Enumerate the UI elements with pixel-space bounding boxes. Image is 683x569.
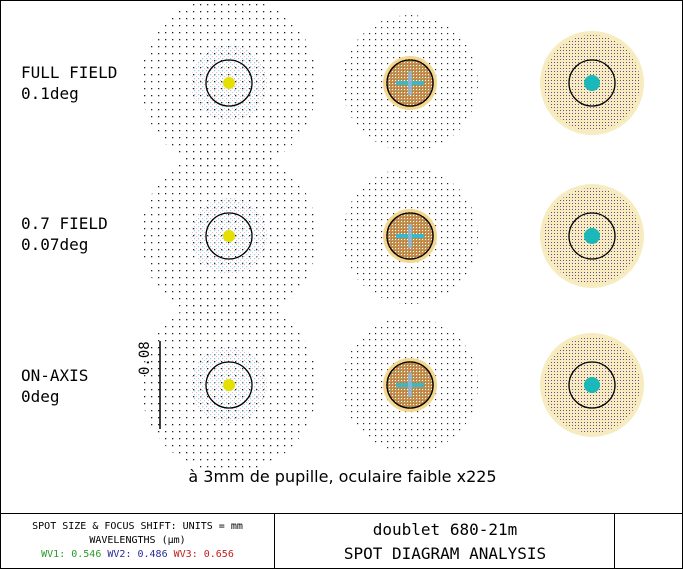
spot-core [584, 377, 600, 393]
spot-core [408, 373, 412, 397]
scale-bar-label: 0.08 [137, 341, 153, 375]
wavelength-list: WV1: 0.546 WV2: 0.486 WV3: 0.656 [1, 548, 274, 562]
field-name: FULL FIELD [21, 63, 118, 82]
spot-core [408, 71, 412, 95]
caption: à 3mm de pupille, oculaire faible x225 [188, 467, 497, 486]
airy-disk-circle [568, 212, 616, 260]
wavelength-1: WV1: 0.546 [41, 549, 102, 560]
field-angle: 0.07deg [21, 235, 89, 254]
design-title: doublet 680-21m [372, 520, 518, 539]
analysis-title: SPOT DIAGRAM ANALYSIS [343, 544, 547, 563]
field-label-on-axis: ON-AXIS 0deg [21, 365, 88, 407]
field-angle: 0deg [21, 387, 60, 406]
spot-diagram-plot [141, 1, 644, 473]
wavelength-3: WV3: 0.656 [173, 549, 234, 560]
footer-panel: SPOT SIZE & FOCUS SHIFT: UNITS = mm WAVE… [1, 513, 682, 568]
field-name: ON-AXIS [21, 366, 89, 385]
airy-disk-circle [386, 59, 434, 107]
field-label-07: 0.7 FIELD 0.07deg [21, 213, 108, 255]
wavelength-2: WV2: 0.486 [107, 549, 168, 560]
units-line: SPOT SIZE & FOCUS SHIFT: UNITS = mm [32, 521, 243, 532]
field-angle: 0.1deg [21, 84, 79, 103]
spot-core [584, 75, 600, 91]
airy-disk-circle [386, 361, 434, 409]
airy-disk-circle [205, 212, 253, 260]
spot-core [223, 379, 235, 391]
spot-core [408, 224, 412, 248]
airy-disk-circle [386, 212, 434, 260]
footer-title-block: doublet 680-21m SPOT DIAGRAM ANALYSIS [276, 514, 615, 568]
field-name: 0.7 FIELD [21, 214, 108, 233]
spot-core [223, 230, 235, 242]
footer-empty-cell [616, 514, 682, 568]
airy-disk-circle [205, 361, 253, 409]
wavelengths-line: WAVELENGTHS (µm) [89, 535, 186, 546]
airy-disk-circle [568, 59, 616, 107]
airy-disk-circle [205, 59, 253, 107]
spot-core [584, 228, 600, 244]
airy-disk-circle [568, 361, 616, 409]
footer-legend: SPOT SIZE & FOCUS SHIFT: UNITS = mm WAVE… [1, 514, 275, 568]
spot-core [223, 77, 235, 89]
field-label-full: FULL FIELD 0.1deg [21, 62, 117, 104]
